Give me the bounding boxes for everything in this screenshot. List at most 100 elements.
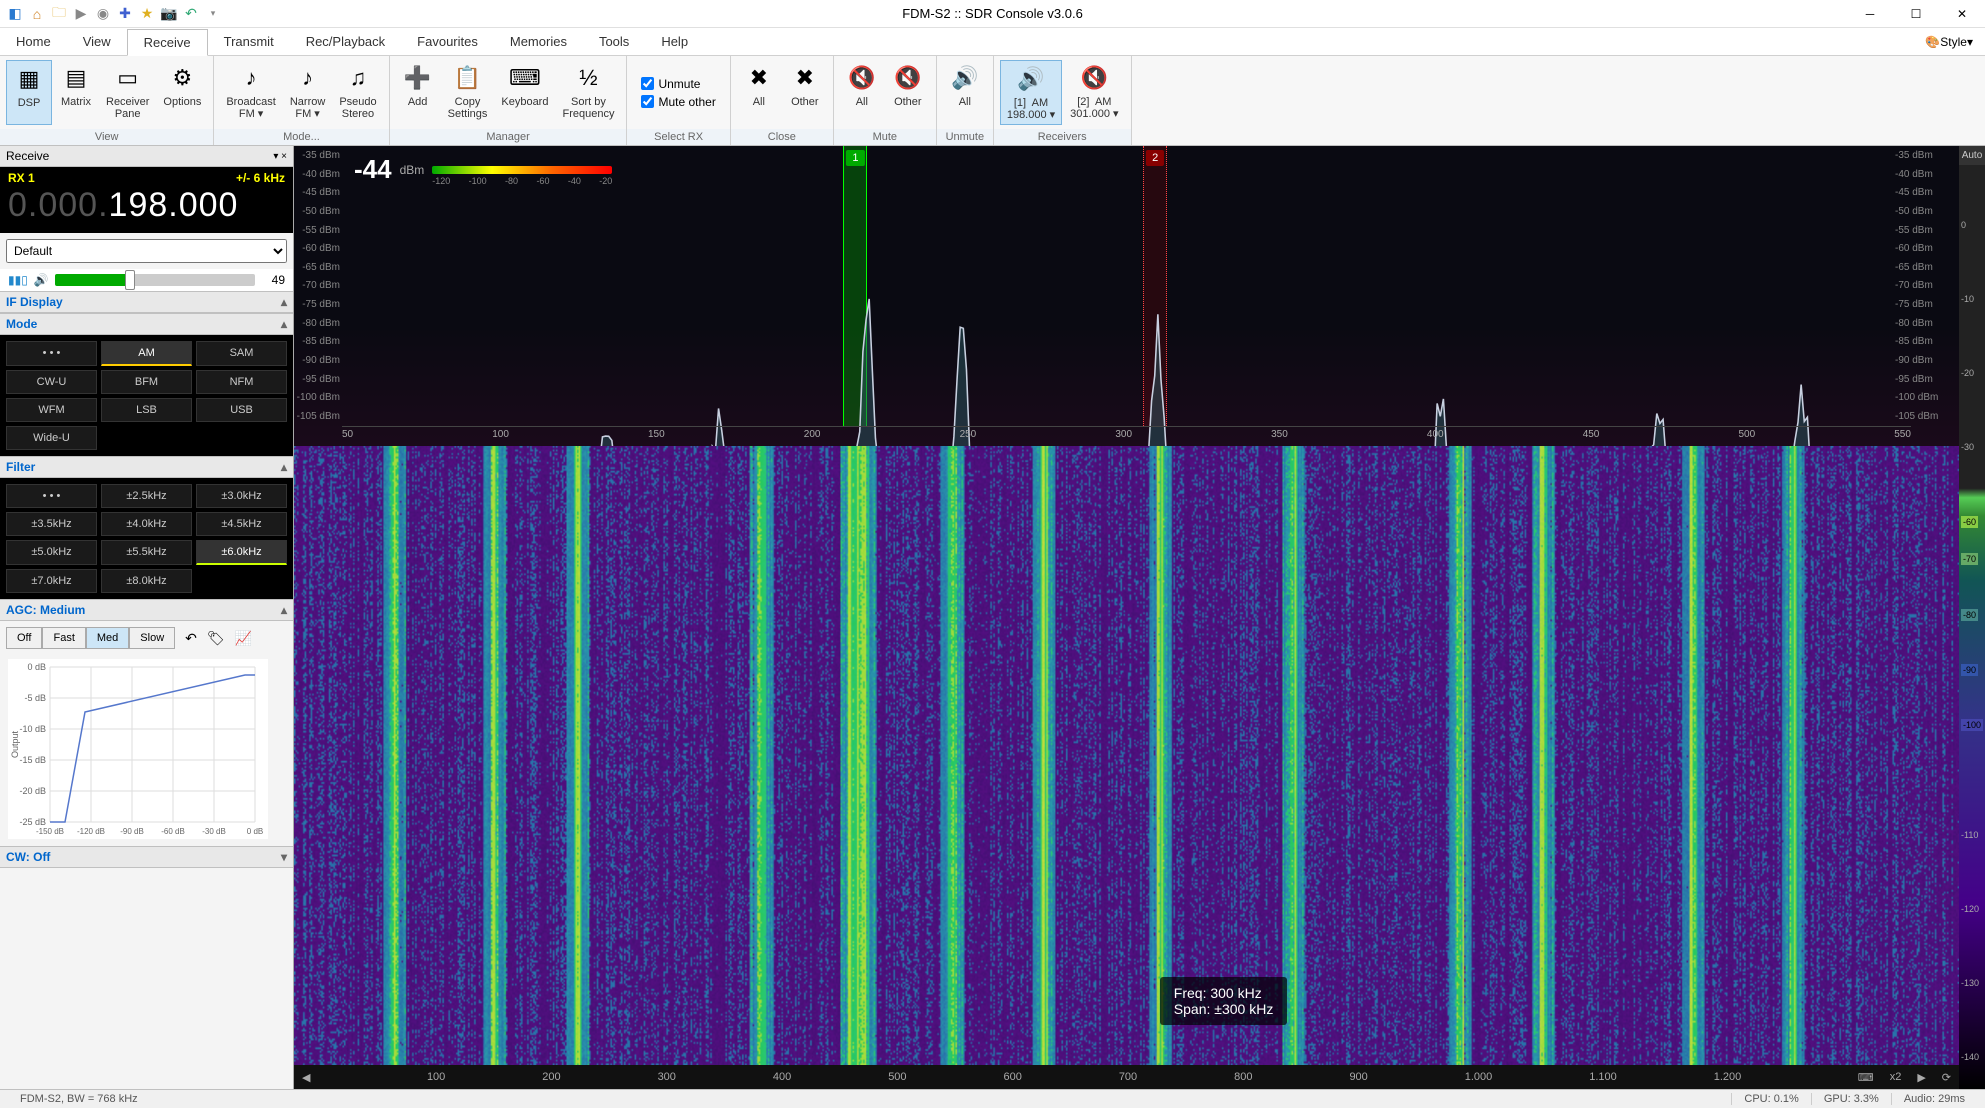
filter-25khz[interactable]: ±2.5kHz bbox=[101, 484, 192, 508]
frequency-readout[interactable]: 0.000.198.000 bbox=[8, 185, 285, 225]
mode-sam[interactable]: SAM bbox=[196, 341, 287, 366]
ribbon-group-manager: ➕Add📋Copy Settings⌨Keyboard½Sort by Freq… bbox=[390, 56, 628, 145]
unmute-chk[interactable]: Unmute bbox=[641, 77, 715, 91]
add-icon[interactable]: ✚ bbox=[116, 5, 134, 23]
ribbon-nfm[interactable]: ♪Narrow FM ▾ bbox=[284, 60, 331, 125]
tab-view[interactable]: View bbox=[67, 28, 127, 55]
filter-40khz[interactable]: ±4.0kHz bbox=[101, 512, 192, 536]
spectrum-x-axis: 50100150200250300350400450500550 bbox=[342, 426, 1911, 446]
style-dropdown[interactable]: 🎨 Style ▾ bbox=[1913, 28, 1985, 55]
filter-35khz[interactable]: ±3.5kHz bbox=[6, 512, 97, 536]
expand-icon[interactable]: ▴ bbox=[281, 317, 287, 331]
play-icon[interactable]: ▶ bbox=[72, 5, 90, 23]
zoom-fit-icon[interactable]: ⟳ bbox=[1934, 1071, 1959, 1084]
agc-undo-icon[interactable]: ↶ bbox=[185, 630, 197, 647]
agc-tag-icon[interactable]: 🏷 bbox=[207, 630, 225, 647]
qat-more-icon[interactable]: ▾ bbox=[204, 5, 222, 23]
filter-50khz[interactable]: ±5.0kHz bbox=[6, 540, 97, 565]
expand-icon[interactable]: ▴ bbox=[281, 460, 287, 474]
muteother-chk[interactable]: Mute other bbox=[641, 95, 715, 109]
meter-icon[interactable]: ▮▮▯ bbox=[8, 273, 28, 287]
tab-home[interactable]: Home bbox=[0, 28, 67, 55]
ribbon-mute-all[interactable]: 🔇All bbox=[840, 60, 884, 125]
ribbon-rxpane[interactable]: ▭Receiver Pane bbox=[100, 60, 155, 125]
pin-icon[interactable]: ▾ × bbox=[273, 151, 287, 162]
undo-icon[interactable]: ↶ bbox=[182, 5, 200, 23]
filter-55khz[interactable]: ±5.5kHz bbox=[101, 540, 192, 565]
filter-45khz[interactable]: ±4.5kHz bbox=[196, 512, 287, 536]
volume-slider[interactable] bbox=[55, 274, 255, 286]
tab-transmit[interactable]: Transmit bbox=[208, 28, 290, 55]
filter-header[interactable]: Filter ▴ bbox=[0, 456, 293, 478]
mode-header[interactable]: Mode ▴ bbox=[0, 313, 293, 335]
close-button[interactable]: ✕ bbox=[1939, 0, 1985, 28]
tab-favourites[interactable]: Favourites bbox=[401, 28, 494, 55]
mode-header-label: Mode bbox=[6, 317, 37, 331]
ribbon-keyboard[interactable]: ⌨Keyboard bbox=[495, 60, 554, 125]
scroll-left-icon[interactable]: ◀ bbox=[294, 1071, 318, 1084]
tab-help[interactable]: Help bbox=[645, 28, 704, 55]
app-icon[interactable]: ◧ bbox=[6, 5, 24, 23]
agc-graph-icon[interactable]: 📈 bbox=[235, 630, 252, 647]
speaker-icon[interactable]: 🔊 bbox=[34, 273, 49, 287]
agc-off[interactable]: Off bbox=[6, 627, 42, 649]
ribbon-dsp[interactable]: ▦DSP bbox=[6, 60, 52, 125]
filter-[interactable]: • • • bbox=[6, 484, 97, 508]
home-icon[interactable]: ⌂ bbox=[28, 5, 46, 23]
ribbon-rx1[interactable]: 🔊[1] AM 198.000 ▾ bbox=[1000, 60, 1062, 125]
ribbon-add[interactable]: ➕Add bbox=[396, 60, 440, 125]
cw-header[interactable]: CW: Off ▾ bbox=[0, 846, 293, 868]
agc-header[interactable]: AGC: Medium ▴ bbox=[0, 599, 293, 621]
ribbon-pseudo[interactable]: ♫Pseudo Stereo bbox=[333, 60, 382, 125]
keyboard-icon[interactable]: ⌨ bbox=[1850, 1071, 1882, 1084]
if-display-header[interactable]: IF Display ▴ bbox=[0, 291, 293, 313]
scroll-right-icon[interactable]: ▶ bbox=[1909, 1071, 1933, 1084]
mode-wideu[interactable]: Wide-U bbox=[6, 426, 97, 450]
agc-med[interactable]: Med bbox=[86, 627, 129, 649]
expand-icon[interactable]: ▴ bbox=[281, 295, 287, 309]
intensity-scale[interactable]: Auto 0-10-20-30-60-70-80-90-100-110-120-… bbox=[1959, 146, 1985, 1089]
mode-cwu[interactable]: CW-U bbox=[6, 370, 97, 394]
ribbon-copy[interactable]: 📋Copy Settings bbox=[442, 60, 494, 125]
ribbon-close-all[interactable]: ✖All bbox=[737, 60, 781, 125]
tab-recplayback[interactable]: Rec/Playback bbox=[290, 28, 401, 55]
mode-nfm[interactable]: NFM bbox=[196, 370, 287, 394]
ribbon-rx2[interactable]: 🔇[2] AM 301.000 ▾ bbox=[1064, 60, 1124, 125]
preset-select[interactable]: Default bbox=[6, 239, 287, 263]
mode-bfm[interactable]: BFM bbox=[101, 370, 192, 394]
folder-icon[interactable]: 🗀 bbox=[50, 5, 68, 23]
filter-80khz[interactable]: ±8.0kHz bbox=[101, 569, 192, 593]
agc-slow[interactable]: Slow bbox=[129, 627, 175, 649]
tab-memories[interactable]: Memories bbox=[494, 28, 583, 55]
agc-fast[interactable]: Fast bbox=[42, 627, 85, 649]
ribbon-matrix[interactable]: ▤Matrix bbox=[54, 60, 98, 125]
waterfall-display[interactable]: Freq: 300 kHz Span: ±300 kHz bbox=[294, 446, 1959, 1065]
mode-wfm[interactable]: WFM bbox=[6, 398, 97, 422]
ribbon-close-other[interactable]: ✖Other bbox=[783, 60, 827, 125]
mode-usb[interactable]: USB bbox=[196, 398, 287, 422]
expand-icon[interactable]: ▾ bbox=[281, 850, 287, 864]
camera-icon[interactable]: 📷 bbox=[160, 5, 178, 23]
tab-receive[interactable]: Receive bbox=[127, 29, 208, 56]
maximize-button[interactable]: ☐ bbox=[1893, 0, 1939, 28]
minimize-button[interactable]: ─ bbox=[1847, 0, 1893, 28]
filter-70khz[interactable]: ±7.0kHz bbox=[6, 569, 97, 593]
spectrum-display[interactable]: -35 dBm-40 dBm-45 dBm-50 dBm-55 dBm-60 d… bbox=[294, 146, 1959, 446]
mode-[interactable]: • • • bbox=[6, 341, 97, 366]
expand-icon[interactable]: ▴ bbox=[281, 603, 287, 617]
filter-60khz[interactable]: ±6.0kHz bbox=[196, 540, 287, 565]
frequency-display: RX 1 +/- 6 kHz 0.000.198.000 bbox=[0, 167, 293, 233]
auto-button[interactable]: Auto bbox=[1959, 146, 1985, 165]
zoom-label[interactable]: x2 bbox=[1882, 1071, 1910, 1083]
stop-icon[interactable]: ◉ bbox=[94, 5, 112, 23]
ribbon-unmute-all[interactable]: 🔊All bbox=[943, 60, 987, 125]
mode-lsb[interactable]: LSB bbox=[101, 398, 192, 422]
star-icon[interactable]: ★ bbox=[138, 5, 156, 23]
filter-30khz[interactable]: ±3.0kHz bbox=[196, 484, 287, 508]
mode-am[interactable]: AM bbox=[101, 341, 192, 366]
ribbon-mute-other[interactable]: 🔇Other bbox=[886, 60, 930, 125]
ribbon-options[interactable]: ⚙Options bbox=[157, 60, 207, 125]
ribbon-sort[interactable]: ½Sort by Frequency bbox=[556, 60, 620, 125]
ribbon-bcfm[interactable]: ♪Broadcast FM ▾ bbox=[220, 60, 282, 125]
tab-tools[interactable]: Tools bbox=[583, 28, 645, 55]
